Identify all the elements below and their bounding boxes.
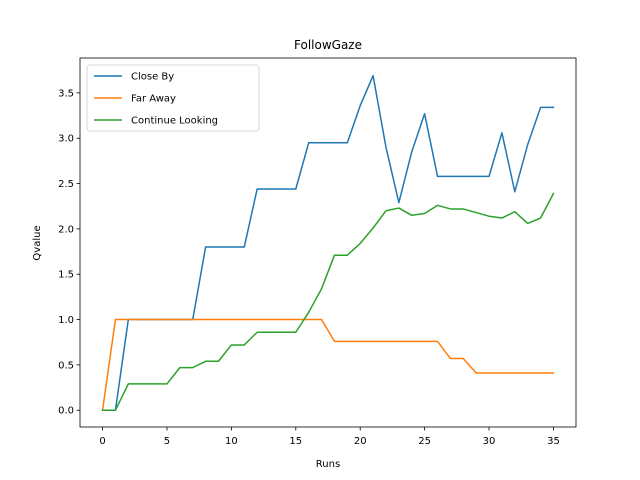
legend-label-continue-looking: Continue Looking bbox=[131, 116, 218, 127]
legend: Close By Far Away Continue Looking bbox=[86, 64, 260, 132]
legend-label-close-by: Close By bbox=[131, 72, 174, 83]
x-tick-label: 35 bbox=[547, 436, 560, 447]
y-tick-label: 3.5 bbox=[58, 88, 74, 99]
x-tick-label: 0 bbox=[99, 436, 105, 447]
series-line-far-away bbox=[101, 318, 555, 412]
plot-area: 0 5 10 15 20 25 30 35 0.0 0.5 1.0 1.5 2.0 2.5 3.0 3.5 bbox=[58, 57, 577, 447]
series-line-continue-looking bbox=[101, 192, 555, 411]
x-tick-label: 5 bbox=[164, 436, 170, 447]
legend-box bbox=[86, 64, 260, 132]
x-axis-label: Runs bbox=[316, 459, 340, 470]
legend-label-far-away: Far Away bbox=[131, 94, 176, 105]
x-tick-label: 15 bbox=[289, 436, 302, 447]
x-tick-label: 25 bbox=[418, 436, 431, 447]
y-tick-label: 3.0 bbox=[58, 134, 74, 145]
y-tick-label: 2.0 bbox=[58, 224, 74, 235]
x-tick-label: 10 bbox=[225, 436, 238, 447]
axes-frame bbox=[79, 57, 577, 428]
y-tick-label: 2.5 bbox=[58, 179, 74, 190]
y-tick-label: 0.0 bbox=[58, 406, 74, 417]
y-tick-label: 1.0 bbox=[58, 315, 74, 326]
x-tick-label: 20 bbox=[354, 436, 367, 447]
y-tick-label: 0.5 bbox=[58, 360, 74, 371]
y-axis-label: Qvalue bbox=[32, 225, 43, 260]
y-tick-label: 1.5 bbox=[58, 270, 74, 281]
chart-title: FollowGaze bbox=[294, 38, 362, 52]
x-tick-label: 30 bbox=[483, 436, 496, 447]
